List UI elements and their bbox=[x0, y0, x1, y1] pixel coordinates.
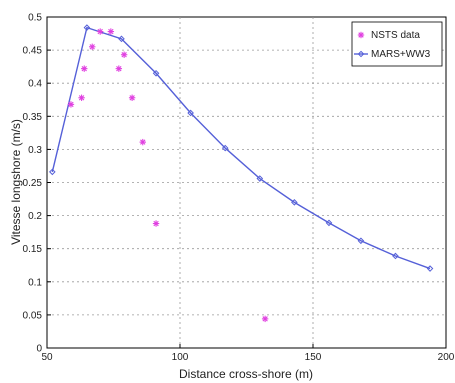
data-point-nsts bbox=[67, 101, 75, 108]
legend-star-icon bbox=[357, 31, 365, 39]
data-point-nsts bbox=[107, 28, 115, 35]
legend-label-mars-ww3: MARS+WW3 bbox=[371, 49, 431, 60]
data-point-nsts bbox=[120, 51, 128, 58]
data-point-nsts bbox=[128, 94, 136, 101]
data-point-nsts bbox=[152, 220, 160, 227]
y-tick-label: 0.05 bbox=[23, 310, 43, 321]
data-point-mars-ww3 bbox=[118, 35, 125, 43]
data-point-mars-ww3 bbox=[256, 175, 264, 182]
y-tick-label: 0.3 bbox=[28, 145, 42, 156]
data-point-mars-ww3 bbox=[392, 252, 399, 260]
legend-box bbox=[351, 21, 443, 67]
y-tick-label: 0.2 bbox=[28, 211, 42, 222]
x-tick-label: 100 bbox=[172, 352, 189, 363]
legend: NSTS data MARS+WW3 bbox=[351, 21, 443, 67]
x-tick-label: 200 bbox=[438, 352, 455, 363]
y-tick-label: 0.45 bbox=[23, 46, 43, 57]
x-axis-label: Distance cross-shore (m) bbox=[179, 367, 313, 381]
x-tick-label: 50 bbox=[41, 352, 53, 363]
y-tick-label: 0.35 bbox=[23, 112, 43, 123]
series-line-mars-ww3 bbox=[51, 26, 431, 270]
data-point-mars-ww3 bbox=[426, 265, 434, 272]
data-point-nsts bbox=[97, 28, 104, 35]
data-point-nsts bbox=[78, 94, 85, 101]
y-tick-label: 0.15 bbox=[23, 244, 43, 255]
data-point-mars-ww3 bbox=[152, 69, 160, 77]
y-tick-label: 0.5 bbox=[28, 13, 42, 24]
data-point-nsts bbox=[139, 138, 146, 146]
y-tick-label: 0.25 bbox=[23, 178, 43, 189]
data-point-mars-ww3 bbox=[291, 199, 298, 206]
data-point-nsts bbox=[81, 65, 88, 72]
y-tick-label: 0.1 bbox=[28, 277, 42, 288]
legend-label-nsts-data: NSTS data bbox=[371, 30, 420, 41]
x-tick-label: 150 bbox=[305, 352, 322, 363]
y-axis-label: Vitesse longshore (m/s) bbox=[9, 119, 23, 245]
data-point-mars-ww3 bbox=[357, 237, 365, 245]
series-layer bbox=[49, 24, 434, 323]
data-point-mars-ww3 bbox=[187, 109, 194, 117]
plot-area bbox=[46, 16, 447, 349]
data-point-mars-ww3 bbox=[83, 24, 91, 31]
y-tick-label: 0 bbox=[36, 344, 42, 355]
y-tick-label: 0.4 bbox=[28, 79, 42, 90]
data-point-mars-ww3 bbox=[325, 219, 333, 227]
data-point-nsts bbox=[261, 315, 269, 323]
legend-diamond-icon bbox=[357, 50, 365, 58]
grid-layer bbox=[47, 17, 446, 348]
data-point-mars-ww3 bbox=[221, 144, 229, 152]
data-point-nsts bbox=[89, 43, 96, 50]
legend-marker-nsts-data bbox=[357, 31, 365, 39]
legend-marker-mars-ww3 bbox=[354, 50, 368, 58]
data-point-mars-ww3 bbox=[49, 168, 56, 176]
data-point-nsts bbox=[115, 65, 123, 72]
tick-layer: 50 100 150 200 0 0.05 0.1 0.15 0.2 0.25 0.3 0.35 0.4… bbox=[23, 13, 455, 364]
